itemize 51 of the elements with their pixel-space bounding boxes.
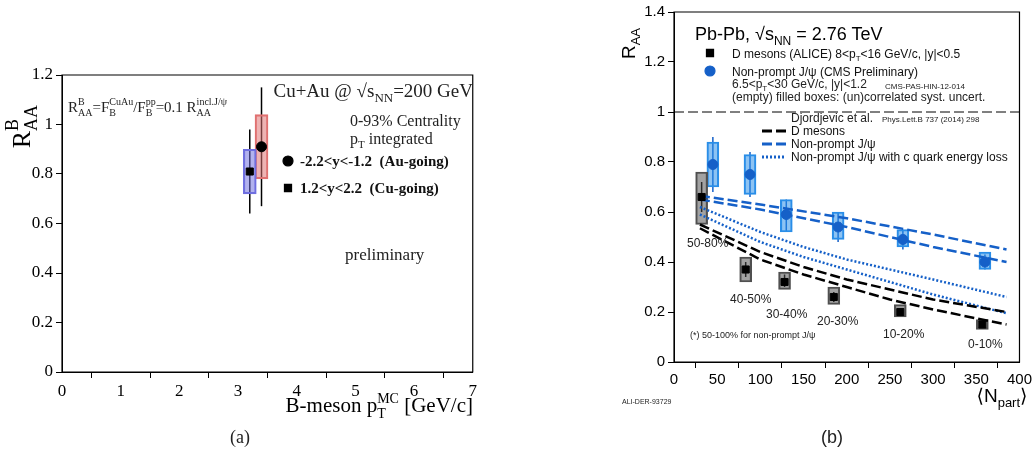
y-tick-label: 0.2 <box>644 302 665 320</box>
annotation: 10-20% <box>883 327 925 341</box>
y-tick-label: 0 <box>656 352 665 370</box>
x-tick-label: 100 <box>747 370 773 388</box>
annotation: (*) 50-100% for non-prompt J/ψ <box>690 330 816 340</box>
y-tick-label: 0.4 <box>644 252 665 270</box>
annotation: (empty) filled boxes: (un)correlated syst. uncert. <box>732 90 986 104</box>
y-axis-title: RAA <box>618 27 644 60</box>
x-tick-label: 300 <box>920 370 946 388</box>
x-tick-label: 350 <box>963 370 989 388</box>
y-tick-label: 1 <box>656 102 665 120</box>
y-tick-label: 1.4 <box>644 2 665 20</box>
x-tick-label: 200 <box>834 370 860 388</box>
y-tick-label: 0.4 <box>31 262 54 282</box>
annotation: preliminary <box>345 245 425 264</box>
x-tick-label: 0 <box>57 380 67 400</box>
text: (a) <box>230 427 250 448</box>
x-tick-label: 50 <box>708 370 726 388</box>
y-tick-label: 0.6 <box>31 212 53 232</box>
x-tick-label: 2 <box>175 380 184 400</box>
y-tick-label: 0.6 <box>644 202 665 220</box>
annotation: 0-93% Centrality <box>350 112 461 130</box>
annotation: 40-50% <box>730 292 772 306</box>
annotation: Djordjevic et al. <box>791 111 874 125</box>
annotation: 0-10% <box>968 337 1004 351</box>
y-tick-label: 1.2 <box>31 64 53 84</box>
x-tick-label: 400 <box>1006 370 1032 388</box>
legend-label: Non-prompt J/ψ with c quark energy loss <box>791 150 1008 164</box>
legend-label: 1.2<y<2.2 (Cu-going) <box>300 180 439 197</box>
x-tick-label: 3 <box>233 380 243 400</box>
y-tick-label: 0.8 <box>31 163 53 183</box>
x-tick-label: 150 <box>791 370 817 388</box>
legend-label: -2.2<y<-1.2 (Au-going) <box>300 153 449 170</box>
y-tick-label: 0.2 <box>31 311 53 331</box>
x-tick-label: 1 <box>116 380 125 400</box>
y-tick-label: 0.8 <box>644 152 665 170</box>
y-tick-label: 1.2 <box>644 52 665 70</box>
text: (b) <box>821 427 843 447</box>
x-tick-label: 0 <box>669 370 679 388</box>
legend-label: Non-prompt J/ψ <box>791 137 876 151</box>
legend-label: Non-prompt J/ψ (CMS Preliminary) <box>732 65 918 79</box>
annotation: 30-40% <box>766 307 808 321</box>
annotation: Phys.Lett.B 737 (2014) 298 <box>882 115 980 124</box>
x-tick-label: 250 <box>877 370 903 388</box>
x-tick-label: 5 <box>351 380 360 400</box>
annotation: 20-30% <box>817 314 859 328</box>
annotation: CMS-PAS-HIN-12-014 <box>885 82 966 91</box>
y-axis-title: RBAA <box>2 105 42 149</box>
legend-label: D mesons <box>791 124 846 138</box>
y-tick-label: 1 <box>44 113 53 133</box>
annotation: 50-80% <box>687 236 729 250</box>
